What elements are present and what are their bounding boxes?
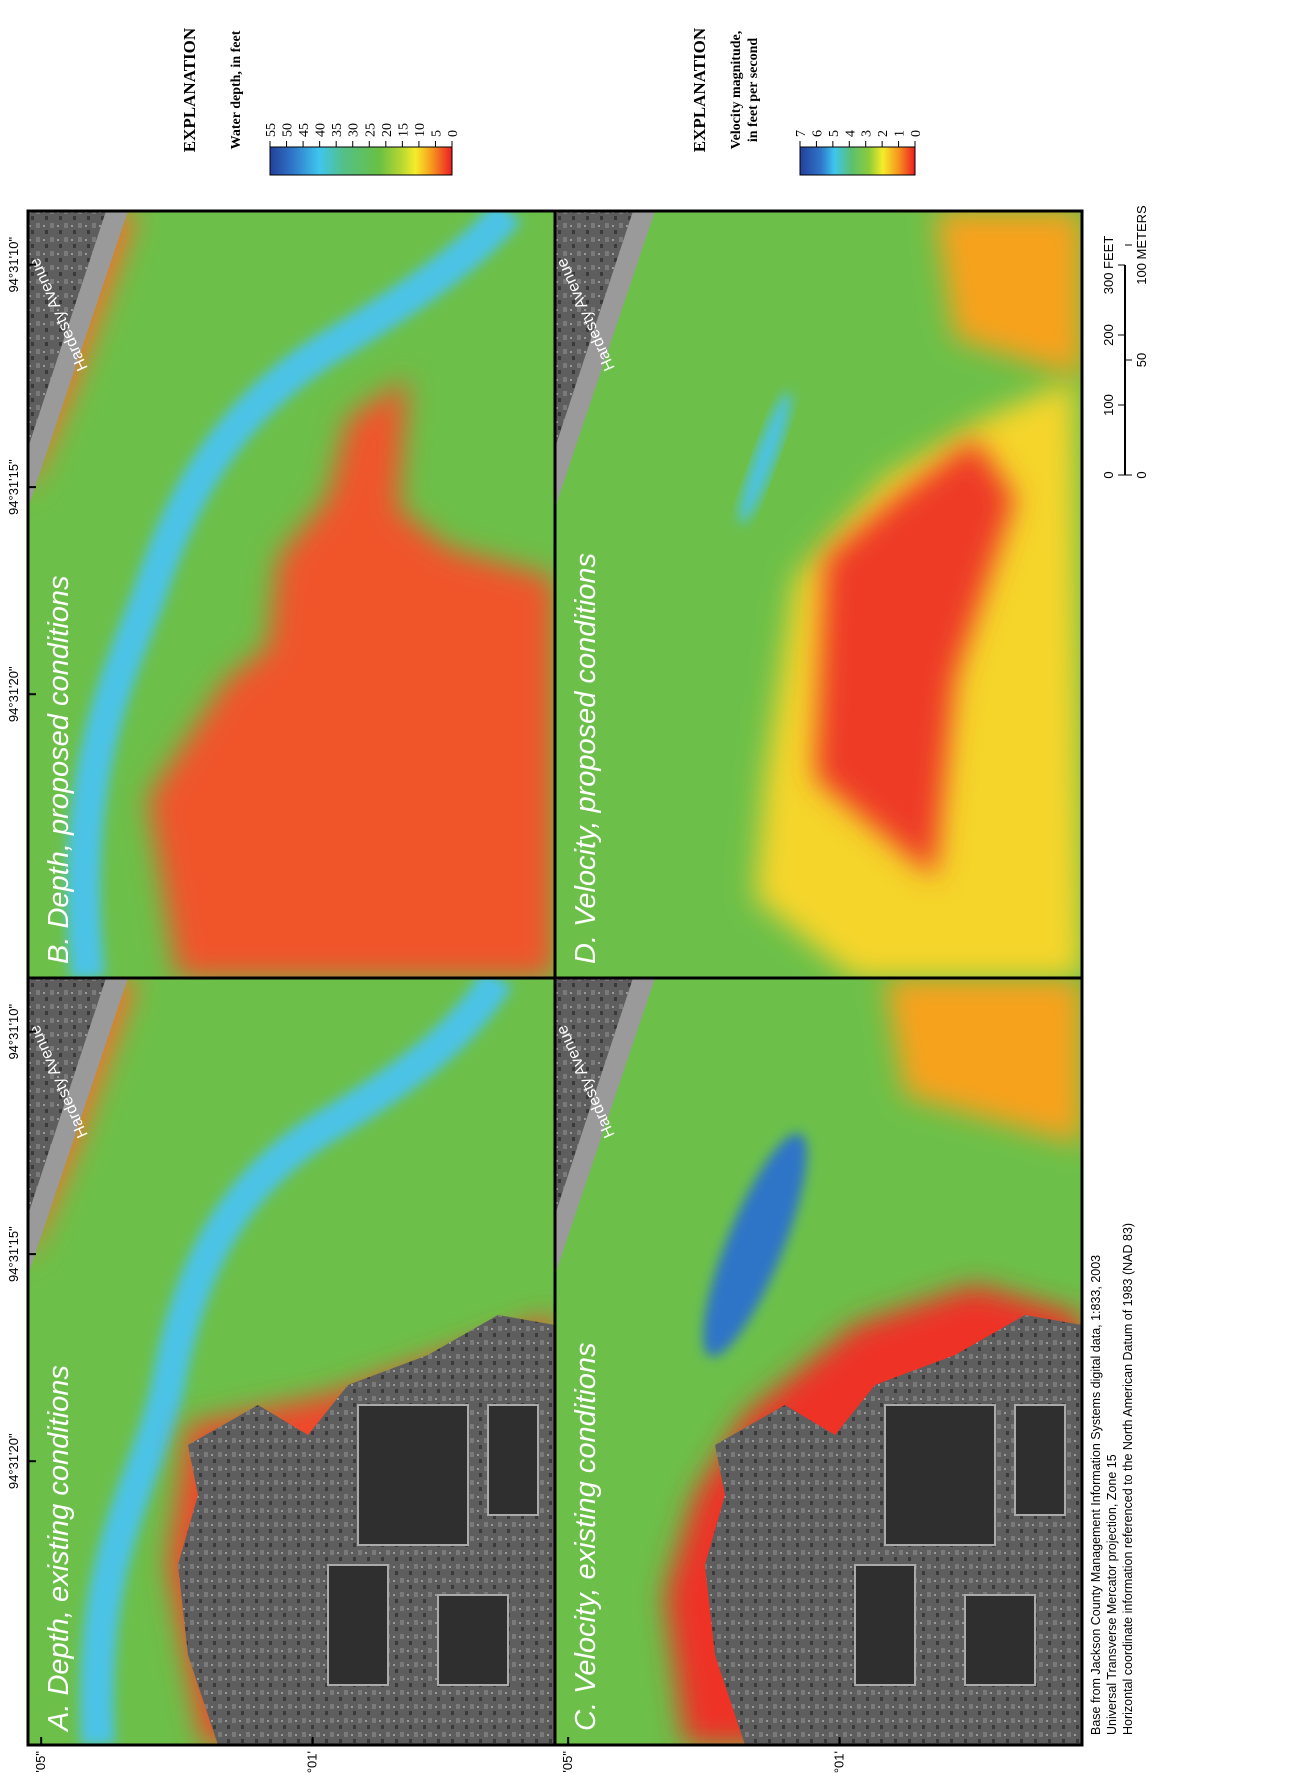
credit-line: Horizontal coordinate information refere… [1121, 1223, 1135, 1735]
legend-tick-label: 0 [446, 130, 461, 137]
scale-label: 50 [1134, 353, 1149, 367]
latitude-label: 39°01'05" [560, 1751, 575, 1773]
scale-label: 100 METERS [1134, 205, 1149, 285]
panel-label: A. Depth, existing conditions [43, 1365, 75, 1733]
scale-label: 300 FEET [1101, 236, 1116, 295]
building [328, 1565, 388, 1685]
legend-tick-label: 5 [429, 130, 444, 137]
building [488, 1405, 538, 1515]
panel-label: D. Velocity, proposed conditions [570, 553, 602, 964]
legend-tick-label: 45 [297, 123, 312, 137]
latitude-label: 39°01' [305, 1751, 320, 1773]
building [855, 1565, 915, 1685]
legend-tick-label: 15 [396, 123, 411, 137]
legend-tick-label: 10 [413, 123, 428, 137]
credit-line: Base from Jackson County Management Info… [1089, 1255, 1103, 1735]
panel-label: C. Velocity, existing conditions [570, 1343, 602, 1731]
legend-tick-label: 55 [264, 123, 279, 137]
longitude-label: 94°31'20" [6, 666, 21, 722]
legend-heading: EXPLANATION [690, 27, 709, 152]
scale-label: 0 [1134, 471, 1149, 478]
legend-tick-label: 0 [909, 130, 924, 137]
legend-tick-label: 7 [794, 130, 809, 137]
legend-tick-label: 3 [860, 130, 875, 137]
legend-title: Velocity magnitude, [729, 31, 744, 149]
legend-tick-label: 1 [893, 130, 908, 137]
longitude-label: 94°31'15" [6, 459, 21, 515]
building [1015, 1405, 1065, 1515]
color-bar [270, 147, 452, 175]
legend-tick-label: 20 [380, 123, 395, 137]
panel-label: B. Depth, proposed conditions [43, 575, 75, 964]
building [438, 1595, 508, 1685]
legend-title: in feet per second [746, 38, 761, 143]
legend-tick-label: 4 [843, 130, 858, 137]
building [885, 1405, 995, 1545]
page-body: Hardesty AvenueA. Depth, existing condit… [0, 0, 1298, 1773]
legend-tick-label: 6 [810, 130, 825, 137]
figure: Hardesty AvenueA. Depth, existing condit… [0, 0, 1298, 1773]
legend-title: Water depth, in feet [229, 30, 244, 149]
legend-tick-label: 25 [363, 123, 378, 137]
longitude-label: 94°31'10" [6, 236, 21, 292]
longitude-label: 94°31'20" [6, 1433, 21, 1489]
latitude-label: 39°01'05" [33, 1751, 48, 1773]
credit-line: Universal Transverse Mercator projection… [1105, 1454, 1119, 1735]
latitude-label: 39°01' [832, 1751, 847, 1773]
legend-tick-label: 35 [330, 123, 345, 137]
legend-tick-label: 5 [827, 130, 842, 137]
page: Depth and velocity maps { "panels": [ {"… [0, 0, 1298, 1773]
legend-tick-label: 30 [347, 123, 362, 137]
legend-heading: EXPLANATION [180, 27, 199, 152]
scale-label: 100 [1101, 394, 1116, 416]
legend-tick-label: 50 [281, 123, 296, 137]
legend-tick-label: 40 [314, 123, 329, 137]
legend-tick-label: 2 [876, 130, 891, 137]
building [965, 1595, 1035, 1685]
scale-label: 0 [1101, 471, 1116, 478]
scale-label: 200 [1101, 324, 1116, 346]
longitude-label: 94°31'10" [6, 1003, 21, 1059]
color-bar [800, 147, 915, 175]
longitude-label: 94°31'15" [6, 1226, 21, 1282]
building [358, 1405, 468, 1545]
